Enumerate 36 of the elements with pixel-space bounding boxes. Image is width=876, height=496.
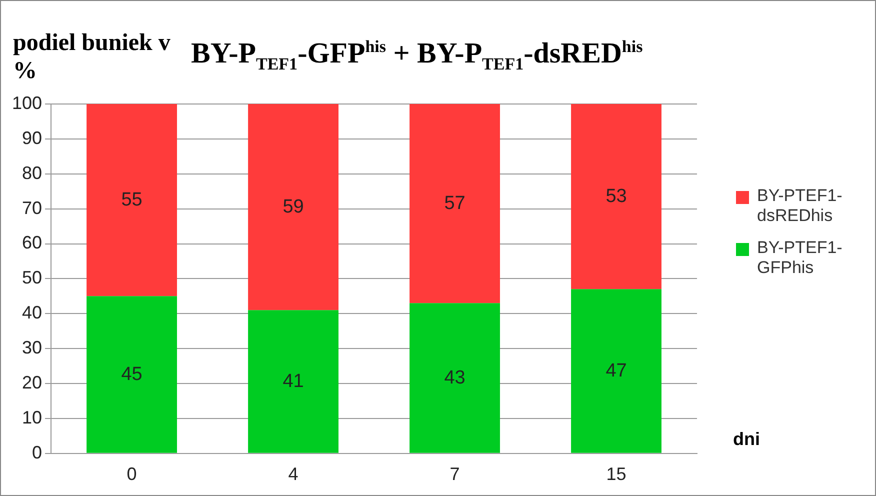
data-label: 43 bbox=[444, 367, 466, 388]
y-tick-label: 10 bbox=[22, 407, 42, 428]
bar bbox=[86, 104, 177, 296]
y-tick-label: 70 bbox=[22, 198, 42, 218]
data-label: 55 bbox=[121, 189, 142, 210]
legend-label: BY-PTEF1-dsREDhis bbox=[757, 186, 844, 226]
x-tick-label: 7 bbox=[450, 464, 460, 484]
x-axis-title: dni bbox=[733, 429, 760, 450]
y-tick-label: 50 bbox=[22, 268, 42, 288]
x-tick-label: 4 bbox=[288, 464, 298, 484]
x-tick-label: 15 bbox=[606, 464, 626, 484]
y-tick-label: 30 bbox=[22, 338, 42, 358]
data-label: 53 bbox=[606, 186, 627, 207]
y-tick-label: 20 bbox=[22, 372, 42, 392]
bar bbox=[248, 310, 338, 453]
bar bbox=[410, 104, 500, 304]
data-label: 57 bbox=[444, 192, 466, 214]
y-axis-title: podiel buniek v % bbox=[13, 30, 170, 84]
y-tick-label: 60 bbox=[22, 232, 42, 253]
y-tick-label: 0 bbox=[32, 442, 42, 462]
bar bbox=[248, 104, 338, 310]
legend-label: BY-PTEF1-GFPhis bbox=[757, 238, 844, 278]
chart-title: BY-P$_{TEF1}$-GFP$^{his}$ + BY-P$_{TEF1}$-dsRED$^{his}$ bbox=[191, 37, 643, 74]
x-tick-label: 0 bbox=[126, 464, 137, 484]
data-label: 47 bbox=[606, 360, 627, 382]
y-tick-label: 80 bbox=[22, 162, 42, 183]
y-tick-label: 100 bbox=[12, 92, 42, 113]
bar bbox=[571, 289, 662, 453]
bar bbox=[571, 104, 662, 290]
data-label: 41 bbox=[282, 370, 304, 392]
data-label: 45 bbox=[121, 364, 142, 385]
y-tick-label: 90 bbox=[22, 128, 42, 148]
bar bbox=[86, 296, 177, 453]
bar bbox=[410, 303, 500, 453]
data-label: 59 bbox=[282, 196, 304, 218]
y-tick-label: 40 bbox=[22, 302, 42, 323]
